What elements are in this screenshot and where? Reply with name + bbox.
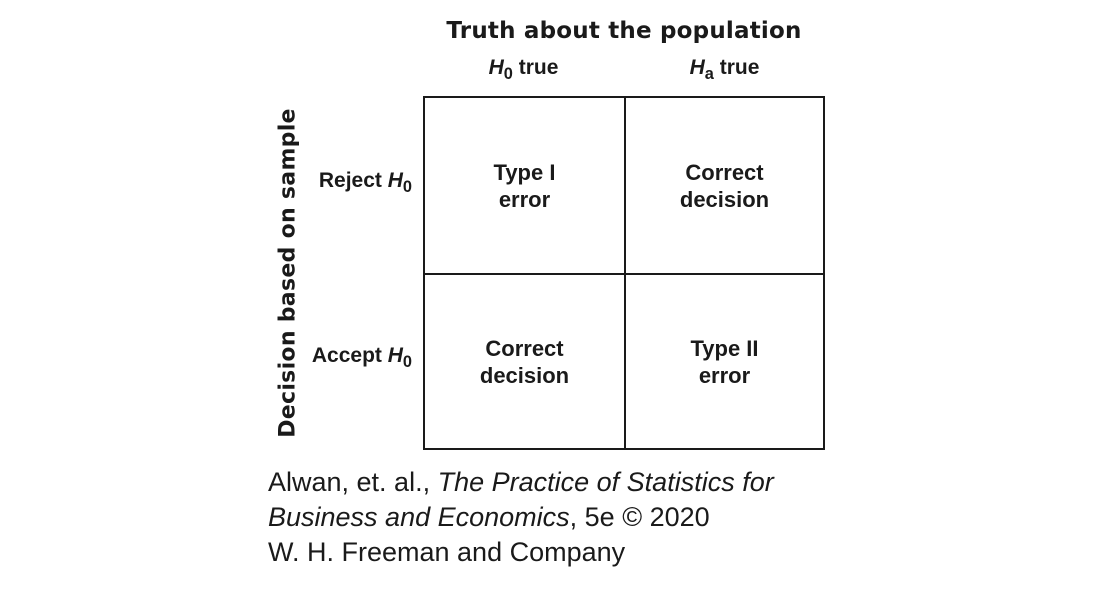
cell-correct-decision-accept: Correct decision (425, 273, 624, 448)
credit-edition: , 5e © 2020 (569, 502, 710, 532)
row-header-reject-h0: Reject H0 (292, 169, 412, 196)
cell-line: decision (679, 186, 770, 212)
cell-line: decision (479, 362, 570, 388)
credit-book-title: The Practice of Statistics for (437, 467, 774, 497)
column-header-suffix: true (713, 56, 760, 79)
credit-line-1: Alwan, et. al., The Practice of Statisti… (268, 465, 774, 500)
row-header-prefix: Reject (318, 169, 388, 192)
hypothesis-subscript: 0 (402, 352, 412, 371)
cell-line: Type I (493, 159, 556, 185)
hypothesis-subscript: 0 (402, 177, 412, 196)
row-header-accept-h0: Accept H0 (292, 344, 412, 371)
cell-type-ii-error: Type II error (624, 273, 823, 448)
credit-line-2: Business and Economics, 5e © 2020 (268, 500, 774, 535)
hypothesis-symbol: H (387, 169, 403, 192)
column-title: Truth about the population (446, 18, 802, 44)
source-credit: Alwan, et. al., The Practice of Statisti… (268, 465, 774, 570)
cell-correct-decision-reject: Correct decision (624, 98, 823, 273)
decision-matrix: Type I error Correct decision Correct de… (423, 96, 825, 450)
hypothesis-subscript: 0 (503, 64, 513, 83)
credit-authors: Alwan, et. al., (268, 467, 438, 497)
credit-book-title-cont: Business and Economics (268, 502, 570, 532)
column-header-h0-true: H0 true (423, 56, 624, 83)
cell-line: Type II (690, 335, 759, 361)
cell-line: Correct (685, 159, 764, 185)
hypothesis-symbol: H (689, 56, 705, 79)
column-header-suffix: true (512, 56, 559, 79)
credit-publisher: W. H. Freeman and Company (268, 537, 626, 567)
cell-type-i-error: Type I error (425, 98, 624, 273)
cell-line: Correct (485, 335, 564, 361)
hypothesis-symbol: H (387, 344, 403, 367)
row-title: Decision based on sample (275, 108, 301, 438)
cell-line: error (498, 186, 551, 212)
hypothesis-symbol: H (488, 56, 504, 79)
row-header-prefix: Accept (311, 344, 388, 367)
cell-line: error (698, 362, 751, 388)
hypothesis-subscript: a (704, 64, 714, 83)
column-header-ha-true: Ha true (624, 56, 825, 83)
